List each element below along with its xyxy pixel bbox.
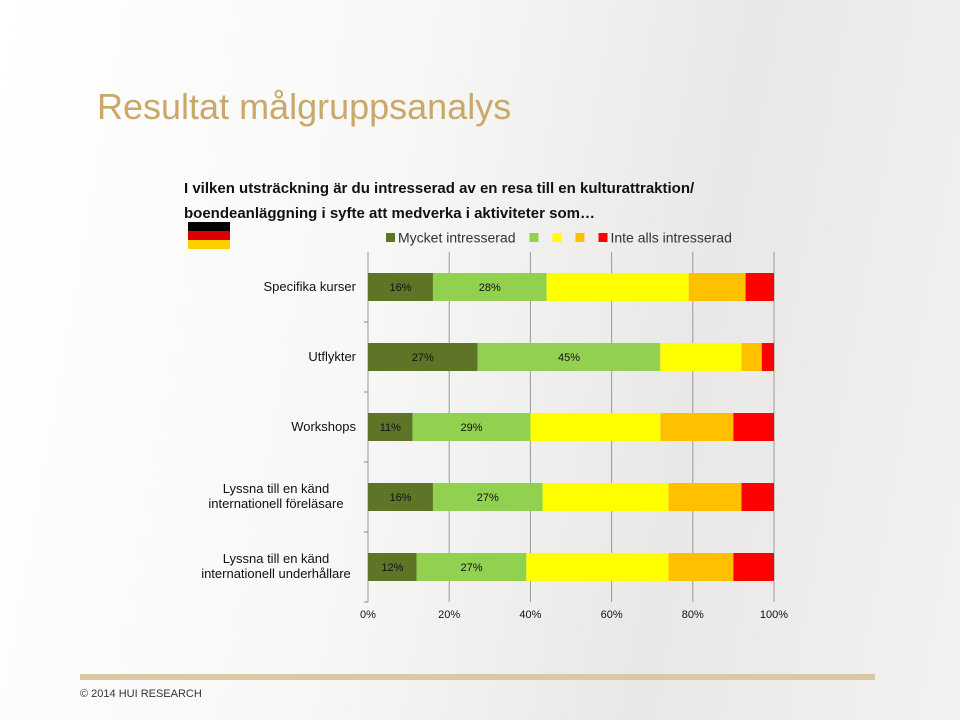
bar-segment (368, 483, 433, 511)
bar-segment (546, 273, 689, 301)
bar-segment (368, 273, 433, 301)
category-text: Specifika kurser (263, 279, 356, 294)
bar-segment (733, 413, 774, 441)
category-text: Lyssna till en känd internationell under… (201, 551, 351, 581)
bar-segment (432, 483, 543, 511)
bar-segment (688, 273, 746, 301)
bar-segment (741, 343, 762, 371)
value-label: 12% (381, 562, 403, 574)
bar-segment (542, 483, 669, 511)
bar-segment (526, 553, 669, 581)
question-line: I vilken utsträckning är du intresserad … (184, 180, 695, 197)
legend-swatch (386, 233, 395, 242)
legend-label: Mycket intresserad (398, 230, 515, 246)
question-line: boendeanläggning i syfte att medverka i … (184, 205, 595, 222)
bar-segment (368, 343, 478, 371)
category-label: Lyssna till en känd internationell förel… (186, 481, 356, 511)
legend-swatch (598, 233, 608, 242)
value-label: 28% (479, 282, 501, 294)
value-label: 16% (389, 282, 411, 294)
legend-label: Inte alls intresserad (610, 230, 731, 246)
value-label: 27% (412, 352, 434, 364)
bar-segment (660, 413, 734, 441)
value-label: 27% (461, 562, 483, 574)
flag (188, 222, 230, 249)
category-label: Workshops (186, 419, 356, 434)
bar-segment (416, 553, 527, 581)
x-tick-label: 0% (360, 609, 376, 621)
category-label: Lyssna till en känd internationell under… (186, 551, 356, 581)
footer-bar (80, 674, 875, 680)
bar-segment (477, 343, 661, 371)
category-label: Specifika kurser (186, 279, 356, 294)
bar-segment (761, 343, 774, 371)
category-text: Utflykter (308, 349, 356, 364)
value-label: 45% (558, 352, 580, 364)
slide-title: Resultat målgruppsanalys (97, 86, 512, 127)
bar-segment (668, 553, 734, 581)
bar-segment (745, 273, 774, 301)
category-text: Lyssna till en känd internationell förel… (208, 481, 344, 511)
bar-segment (368, 553, 417, 581)
category-label: Utflykter (186, 349, 356, 364)
bar-segment (660, 343, 742, 371)
value-label: 27% (477, 492, 499, 504)
value-label: 29% (461, 422, 483, 434)
legend-swatch (529, 233, 539, 242)
legend-swatch (575, 233, 585, 242)
bar-segment (668, 483, 742, 511)
x-tick-label: 40% (519, 609, 541, 621)
x-tick-label: 20% (438, 609, 460, 621)
bar-segment (530, 413, 661, 441)
value-label: 16% (389, 492, 411, 504)
bar-segment (368, 413, 413, 441)
bar-segment (412, 413, 531, 441)
category-text: Workshops (291, 419, 356, 434)
legend-swatch (552, 233, 562, 242)
footer: © 2014 HUI RESEARCH (80, 688, 202, 700)
bar-segment (741, 483, 774, 511)
bar-segment (733, 553, 774, 581)
x-tick-label: 80% (682, 609, 704, 621)
x-tick-label: 100% (760, 609, 788, 621)
value-label: 11% (380, 422, 401, 434)
x-tick-label: 60% (601, 609, 623, 621)
bar-segment (432, 273, 547, 301)
